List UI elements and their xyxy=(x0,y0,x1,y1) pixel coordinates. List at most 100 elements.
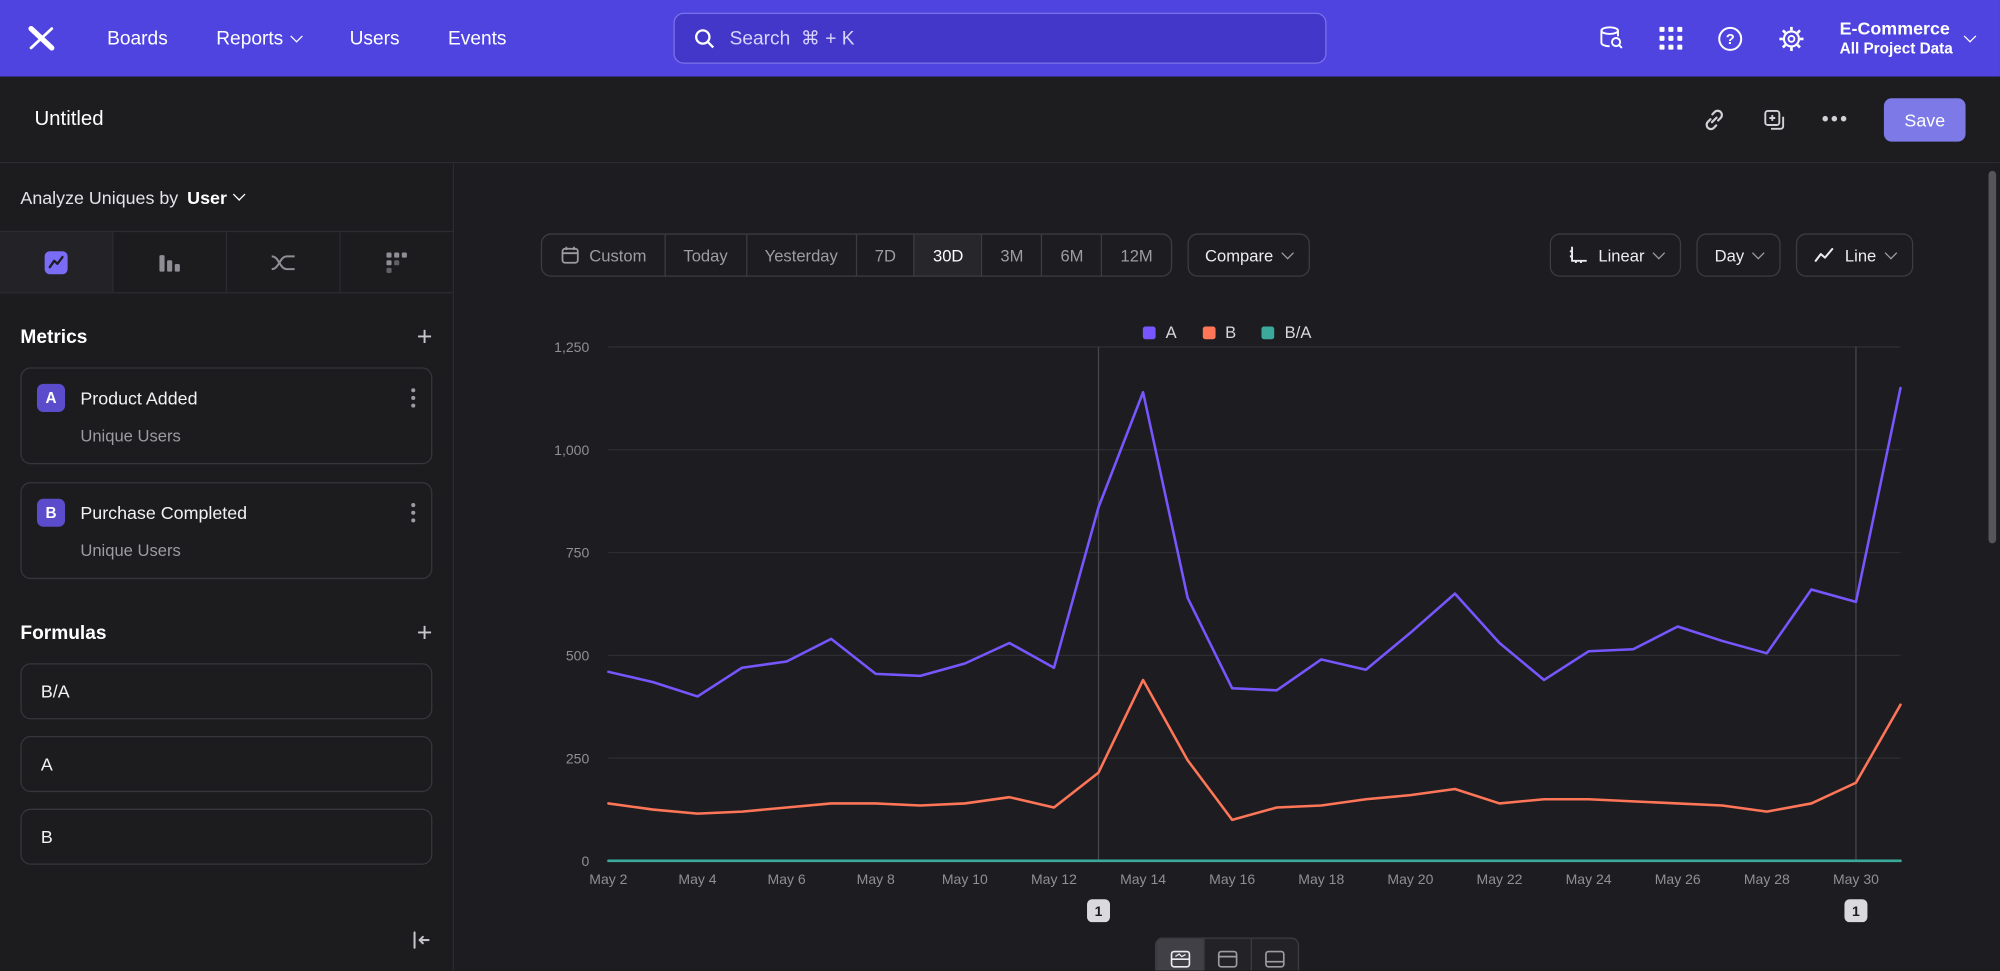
range-30d[interactable]: 30D xyxy=(913,234,982,276)
kebab-menu-icon[interactable] xyxy=(411,503,416,523)
annotation-badge[interactable]: 1 xyxy=(1844,899,1868,923)
data-management-icon[interactable] xyxy=(1597,24,1625,52)
analyze-by-value: User xyxy=(187,186,227,208)
mixpanel-logo-icon[interactable] xyxy=(26,22,59,55)
chart-type-label: Line xyxy=(1844,245,1877,265)
save-button[interactable]: Save xyxy=(1884,97,1966,141)
content-area: Analyze Uniques by User xyxy=(0,163,2000,971)
series-A-line[interactable] xyxy=(607,386,1902,698)
project-scope: All Project Data xyxy=(1839,39,1953,58)
range-7d[interactable]: 7D xyxy=(855,234,914,276)
svg-text:1: 1 xyxy=(1095,903,1103,919)
add-to-board-icon[interactable] xyxy=(1762,107,1788,133)
help-icon[interactable]: ? xyxy=(1717,25,1744,52)
settings-gear-icon[interactable] xyxy=(1778,25,1805,52)
nav-item-reports[interactable]: Reports xyxy=(216,27,303,49)
report-title[interactable]: Untitled xyxy=(34,107,104,130)
svg-text:1: 1 xyxy=(1852,903,1860,919)
annotation-badge[interactable]: 1 xyxy=(1087,899,1110,923)
analyze-row: Analyze Uniques by User xyxy=(0,163,453,233)
chevron-down-icon xyxy=(1884,246,1898,259)
metric-card-a[interactable]: A Product Added Unique Users xyxy=(20,367,433,465)
more-options-icon[interactable]: ••• xyxy=(1821,108,1850,131)
nav-menu: Boards Reports Users Events xyxy=(107,27,506,49)
range-yesterday[interactable]: Yesterday xyxy=(745,234,856,276)
layout-table-only-button[interactable] xyxy=(1250,938,1298,971)
collapse-sidebar-icon[interactable] xyxy=(409,929,432,958)
x-tick-label: May 18 xyxy=(1298,871,1344,887)
metric-aggregation[interactable]: Unique Users xyxy=(80,426,181,446)
nav-item-users[interactable]: Users xyxy=(349,27,400,50)
metric-card-b[interactable]: B Purchase Completed Unique Users xyxy=(20,482,433,580)
legend-swatch xyxy=(1142,325,1156,339)
chevron-down-icon xyxy=(1281,246,1295,259)
compare-button[interactable]: Compare xyxy=(1187,233,1311,277)
legend-label: B xyxy=(1225,322,1237,342)
x-tick-label: May 26 xyxy=(1655,871,1701,887)
tab-flows[interactable] xyxy=(227,232,341,293)
range-custom[interactable]: Custom xyxy=(542,235,664,276)
series-B-line[interactable] xyxy=(607,678,1902,822)
line-chart[interactable]: 0 250 500 750 1,000 1,250 1 1 May 2 May 4 May 6 May… xyxy=(454,329,2000,934)
range-3m[interactable]: 3M xyxy=(981,234,1041,276)
project-switcher[interactable]: E-Commerce All Project Data xyxy=(1839,17,1977,59)
chart-display-controls: Linear Day Line xyxy=(1549,233,1914,277)
add-metric-button[interactable]: + xyxy=(416,322,433,353)
range-12m[interactable]: 12M xyxy=(1101,234,1170,276)
search-input[interactable] xyxy=(729,27,1308,50)
funnel-bars-icon xyxy=(157,249,183,275)
legend-label: B/A xyxy=(1284,322,1312,342)
global-search[interactable] xyxy=(673,12,1327,64)
nav-item-events[interactable]: Events xyxy=(447,27,507,50)
axis-icon xyxy=(1568,245,1588,265)
x-tick-label: May 4 xyxy=(678,871,716,887)
formula-card-a[interactable]: A xyxy=(20,735,433,793)
interval-button[interactable]: Day xyxy=(1696,233,1782,277)
legend-item-a[interactable]: A xyxy=(1142,323,1177,342)
compare-label: Compare xyxy=(1205,245,1274,265)
y-tick-label: 1,250 xyxy=(554,339,589,355)
metric-badge-b: B xyxy=(36,498,66,527)
metrics-title: Metrics xyxy=(20,326,88,349)
analyze-by-dropdown[interactable]: User xyxy=(187,186,246,208)
apps-grid-icon[interactable] xyxy=(1659,26,1683,50)
report-actions: ••• Save xyxy=(1702,97,1966,141)
range-6m[interactable]: 6M xyxy=(1041,234,1101,276)
add-formula-button[interactable]: + xyxy=(416,618,433,648)
layout-toggle xyxy=(1154,937,1300,971)
y-axis-scale-button[interactable]: Linear xyxy=(1549,233,1682,277)
chart-type-button[interactable]: Line xyxy=(1796,233,1914,277)
legend-item-b[interactable]: B xyxy=(1202,323,1236,342)
formula-card-b[interactable]: B xyxy=(20,808,433,865)
range-custom-label: Custom xyxy=(589,245,647,265)
scale-label: Linear xyxy=(1598,245,1645,265)
nav-item-boards[interactable]: Boards xyxy=(107,27,168,50)
date-range-selector: Custom Today Yesterday 7D 30D 3M 6M 12M xyxy=(540,233,1172,277)
y-tick-label: 750 xyxy=(566,545,590,561)
scrollbar[interactable] xyxy=(1988,170,1997,544)
tab-retention[interactable] xyxy=(341,232,453,292)
formulas-title: Formulas xyxy=(20,622,107,645)
tab-insights[interactable] xyxy=(0,232,114,293)
share-link-icon[interactable] xyxy=(1702,107,1728,133)
project-name: E-Commerce xyxy=(1839,17,1950,38)
x-tick-label: May 20 xyxy=(1387,871,1433,887)
kebab-menu-icon[interactable] xyxy=(411,388,416,408)
metric-aggregation[interactable]: Unique Users xyxy=(80,540,181,560)
tab-funnels[interactable] xyxy=(114,232,228,293)
chart-svg[interactable]: 0 250 500 750 1,000 1,250 1 1 May 2 May 4 May 6 May… xyxy=(454,329,2000,934)
chart-toolbar: Custom Today Yesterday 7D 30D 3M 6M 12M … xyxy=(540,233,1914,277)
x-tick-label: May 10 xyxy=(942,871,988,887)
range-today[interactable]: Today xyxy=(664,234,745,276)
layout-table-top-button[interactable] xyxy=(1203,938,1250,971)
layout-chart-and-table-button[interactable] xyxy=(1156,938,1204,971)
formula-card-ba[interactable]: B/A xyxy=(20,663,433,720)
chevron-down-icon xyxy=(1963,29,1977,43)
chevron-down-icon xyxy=(1752,246,1766,259)
visualization-tabs xyxy=(0,232,453,294)
analyze-label: Analyze Uniques by xyxy=(20,186,179,208)
flows-icon xyxy=(269,249,297,275)
metrics-section-header: Metrics + xyxy=(20,324,432,351)
legend-item-ba[interactable]: B/A xyxy=(1261,322,1312,342)
y-tick-label: 500 xyxy=(566,647,590,663)
